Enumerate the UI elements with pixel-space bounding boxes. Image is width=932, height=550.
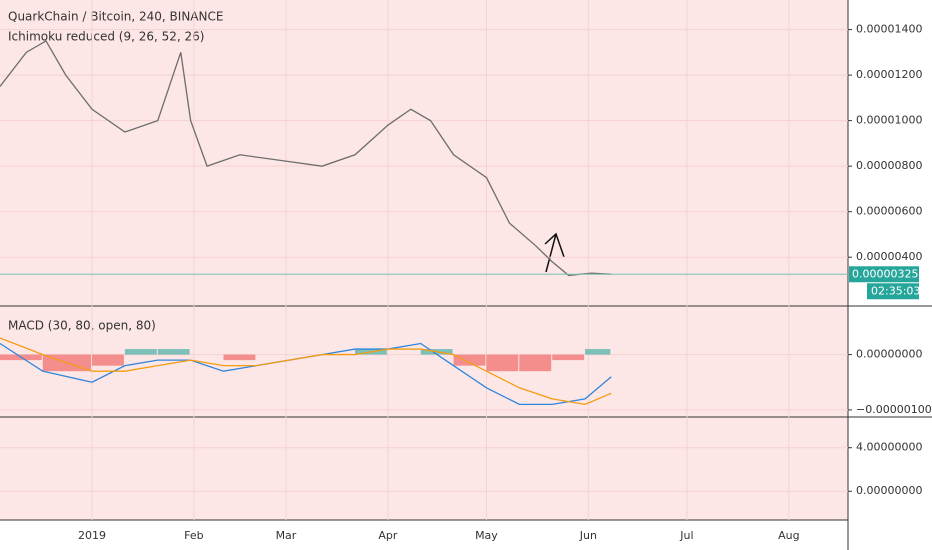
x-tick-label: Jun [579, 529, 597, 542]
chart-title: QuarkChain / Bitcoin, 240, BINANCE [8, 10, 223, 24]
x-tick-label: Jul [679, 529, 693, 542]
histogram-bar [92, 354, 124, 366]
x-tick-label: Feb [184, 529, 203, 542]
y-tick-label: 4.00000000 [856, 441, 922, 454]
y-tick-label: 0.00001200 [856, 68, 922, 81]
macd-line [0, 337, 612, 406]
y-tick-label: 0.00000800 [856, 159, 922, 172]
histogram-bar [486, 354, 519, 372]
histogram-bar [453, 354, 486, 366]
x-tick-label: Aug [778, 529, 799, 542]
y-tick-label: 0.00000400 [856, 250, 922, 263]
x-tick-label: May [475, 529, 498, 542]
y-tick-label: 0.00000000 [856, 348, 922, 361]
last-price-box [849, 266, 919, 283]
countdown-box [867, 283, 919, 300]
histogram-bar [519, 354, 552, 372]
histogram-bar [157, 349, 190, 355]
y-tick-label: 0.00000600 [856, 205, 922, 218]
y-tick-label: 0.00000000 [856, 484, 922, 497]
price-line [0, 40, 612, 277]
y-tick-label: 0.00001400 [856, 23, 922, 36]
last-price-label: 0.00000325 [852, 267, 918, 280]
time-axis [0, 520, 848, 550]
indicator-title: MACD (30, 80, open, 80) [8, 319, 156, 333]
histogram-bar [124, 349, 157, 355]
indicator-title: Ichimoku reduced (9, 26, 52, 26) [8, 30, 205, 44]
y-tick-label: 0.00001000 [856, 114, 922, 127]
x-tick-label: Apr [378, 529, 398, 542]
arrow-annotation [544, 232, 565, 273]
x-tick-label: 2019 [78, 529, 106, 542]
histogram-bar [223, 354, 256, 361]
histogram-bar [552, 354, 585, 361]
countdown-label: 02:35:03 [871, 284, 920, 297]
histogram-bar [585, 349, 611, 355]
y-tick-label: −0.00000100 [856, 403, 932, 416]
x-tick-label: Mar [276, 529, 297, 542]
plot-background [0, 0, 848, 520]
